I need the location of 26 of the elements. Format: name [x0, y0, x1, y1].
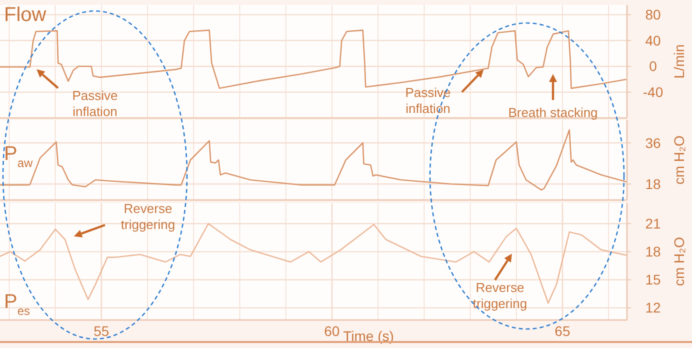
y-axis-title: L/min [670, 44, 687, 79]
y-axis-title: cm H₂O [670, 236, 687, 286]
y-tick-label: 80 [645, 6, 661, 23]
line-series [0, 30, 628, 89]
annotation: Passive inflation [72, 88, 118, 119]
annotation: Passive inflation [405, 85, 451, 116]
y-tick-label: 18 [645, 176, 661, 192]
y-tick-label: 15 [645, 272, 661, 288]
y-tick-label: 18 [645, 244, 661, 260]
annotation: Reverse triggering [120, 201, 176, 232]
y-tick-label: -40 [642, 84, 664, 100]
y-tick-label: 40 [645, 32, 661, 48]
y-tick-label: 21 [645, 215, 661, 232]
annotation: Breath stacking [508, 105, 598, 120]
text: P$_{es}$ [4, 291, 30, 318]
annotation: Reverse triggering [472, 280, 528, 311]
y-tick-label: 12 [645, 300, 661, 316]
line-series [0, 129, 628, 191]
y-tick-label: 0 [649, 58, 658, 74]
chart-title: Flow [4, 4, 47, 26]
y-tick-label: 36 [645, 134, 661, 151]
x-tick-label: 55 [94, 323, 110, 339]
x-tick-label: 60 [324, 323, 340, 339]
text: P$_{aw}$ [4, 143, 34, 170]
y-axis-title: cm H₂O [670, 135, 687, 184]
x-tick-label: 65 [554, 323, 570, 339]
